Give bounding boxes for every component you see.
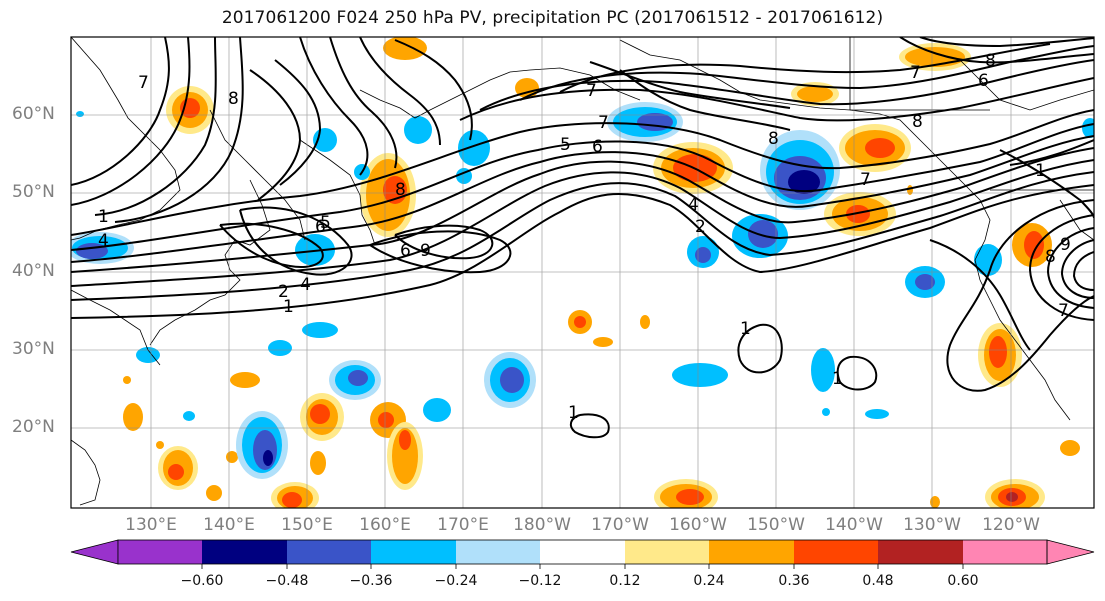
colorbar-segment — [540, 540, 625, 564]
colorbar-segment — [371, 540, 456, 564]
colorbar-extend-low — [70, 539, 119, 565]
colorbar-label: 0.12 — [609, 573, 641, 589]
lon-label-130e: 130°E — [125, 515, 177, 535]
contour-label: 2 — [695, 217, 706, 237]
lon-label-120w: 120°W — [982, 515, 1040, 535]
colorbar-label: 0.36 — [778, 573, 810, 589]
contour-label: 4 — [98, 231, 109, 251]
contour-label: 7 — [138, 73, 149, 93]
colorbar-segment — [625, 540, 709, 564]
lat-label-20n: 20°N — [12, 417, 55, 437]
colorbar-label: 0.24 — [693, 573, 725, 589]
colorbar-label: −0.60 — [180, 573, 224, 589]
contour-label: 7 — [910, 63, 921, 83]
lon-label-140e: 140°E — [203, 515, 255, 535]
colorbar-segment — [456, 540, 540, 564]
colorbar — [70, 539, 1095, 569]
contour-label: 8 — [228, 89, 239, 109]
contour-label: 8 — [1045, 247, 1056, 267]
map-title: 2017061200 F024 250 hPa PV, precipitatio… — [221, 8, 884, 28]
lon-label-170e: 170°E — [437, 515, 489, 535]
contour-label: 1 — [283, 297, 294, 317]
lon-label-130w: 130°W — [903, 515, 961, 535]
colorbar-label: −0.24 — [434, 573, 478, 589]
contour-label: 7 — [1058, 301, 1069, 321]
contour-label: 1 — [740, 319, 751, 339]
pv-contours — [71, 37, 1094, 439]
colorbar-extend-high — [1046, 539, 1095, 565]
map-frame — [70, 36, 1095, 509]
contour-label: 4 — [300, 275, 311, 295]
colorbar-label: 0.60 — [947, 573, 979, 589]
contour-label: 7 — [586, 81, 597, 101]
lon-label-160w: 160°W — [669, 515, 727, 535]
contour-label: 6 — [592, 137, 603, 157]
lon-label-160e: 160°E — [359, 515, 411, 535]
colorbar-segment — [709, 540, 794, 564]
contour-label: 6 — [978, 71, 989, 91]
lon-label-150e: 150°E — [281, 515, 333, 535]
contour-label: 5 — [320, 213, 331, 233]
contour-label: 7 — [860, 170, 871, 190]
colorbar-label: 0.48 — [862, 573, 894, 589]
lon-label-150w: 150°W — [747, 515, 805, 535]
colorbar-label: −0.36 — [349, 573, 393, 589]
contour-label: 2 — [278, 282, 289, 302]
contour-label: 7 — [598, 113, 609, 133]
colorbar-segment — [963, 540, 1047, 564]
contour-label: 1 — [98, 207, 109, 227]
colorbar-label: −0.12 — [518, 573, 562, 589]
contour-label: 6 — [315, 217, 326, 237]
map-plot-area: 1 1 2 4 4 5 6 2 4 6 9 8 8 7 7 7 8 8 7 6 … — [71, 37, 1094, 508]
contour-label: 9 — [1060, 235, 1071, 255]
contour-label: 8 — [768, 129, 779, 149]
colorbar-segment — [118, 540, 202, 564]
contour-label: 8 — [912, 112, 923, 132]
graticule — [71, 37, 1094, 508]
colorbar-segment — [794, 540, 878, 564]
lon-label-170w: 170°W — [591, 515, 649, 535]
contour-label: 9 — [420, 241, 431, 261]
colorbar-label: −0.48 — [265, 573, 309, 589]
contour-label: 1 — [832, 369, 843, 389]
colorbar-segment — [287, 540, 371, 564]
lon-label-180w: 180°W — [513, 515, 571, 535]
contour-label: 4 — [688, 195, 699, 215]
colorbar-segment — [878, 540, 963, 564]
contour-label: 8 — [985, 51, 996, 71]
contour-label: 5 — [560, 135, 571, 155]
lat-label-60n: 60°N — [12, 104, 55, 124]
negative-anomalies — [71, 102, 1094, 479]
lat-label-40n: 40°N — [12, 261, 55, 281]
contour-label: 1 — [568, 403, 579, 423]
pv-contour-labels: 1 1 2 4 4 5 6 2 4 6 9 8 8 7 7 7 8 8 7 6 … — [98, 51, 1071, 423]
contour-label: 6 — [400, 241, 411, 261]
lon-label-140w: 140°W — [825, 515, 883, 535]
lat-label-30n: 30°N — [12, 339, 55, 359]
contour-label: 8 — [395, 180, 406, 200]
lat-label-50n: 50°N — [12, 182, 55, 202]
colorbar-segment — [202, 540, 287, 564]
contour-label: 1 — [1035, 161, 1046, 181]
